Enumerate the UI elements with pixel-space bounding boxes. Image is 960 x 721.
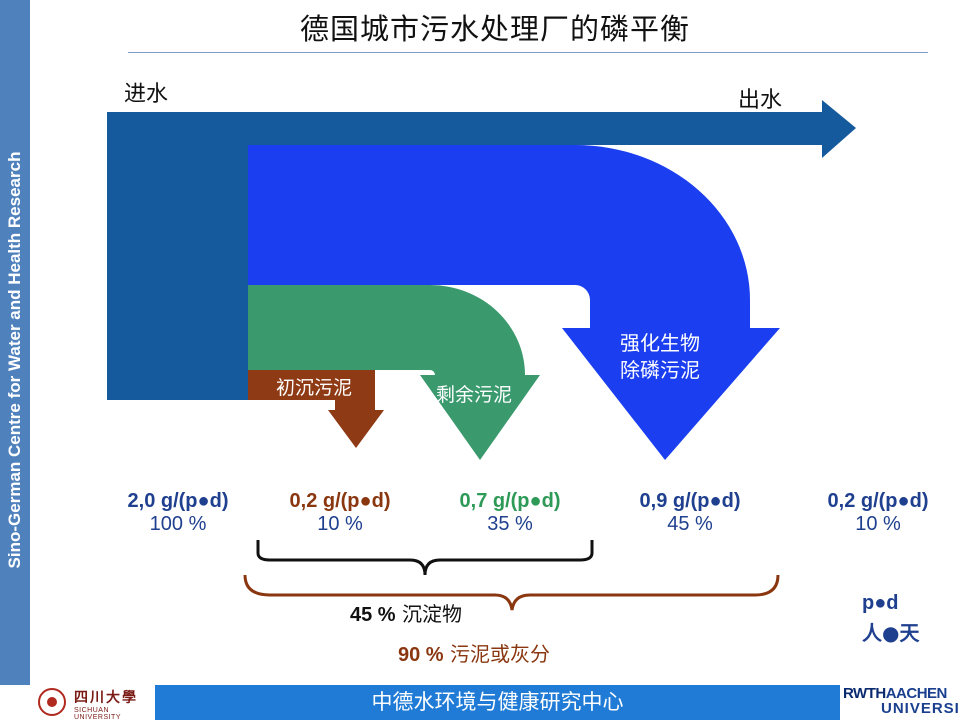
bio-removal-flow [248,145,780,460]
title-divider [128,52,928,53]
excess-sludge-flow [248,285,540,460]
primary-sludge-label: 初沉污泥 [276,377,353,399]
value-inflow: 2,0 g/(p●d) 100 % [88,490,268,536]
sichuan-university-logo: 四川大學 SICHUAN UNIVERSITY [34,686,154,721]
rwth-city: AACHEN [885,685,948,702]
value-outflow: 0,2 g/(p●d) 10 % [788,490,960,536]
percent-value: 45 % [667,513,713,535]
rwth-aachen-logo: RWTHAACHEN UNIVERSITY [843,685,960,720]
load-value: 0,7 g/(p●d) [459,490,561,512]
percent-value: 100 % [149,513,207,535]
bio-removal-label: 强化生物 除磷污泥 [620,330,700,384]
sidebar-band: Sino-German Centre for Water and Health … [0,0,30,685]
bio-removal-label-line1: 强化生物 [620,331,700,355]
unit-legend: p●d 人●天 [862,588,919,648]
page-title: 德国城市污水处理厂的磷平衡 [299,12,690,46]
load-value: 0,2 g/(p●d) [289,490,391,512]
sediment-summary: 45 % 沉淀物 [350,598,462,627]
sediment-label: 沉淀物 [401,602,462,626]
sludge-summary: 90 % 污泥或灰分 [398,638,550,667]
unit-legend-meaning: 人●天 [862,621,920,645]
sludge-percent: 90 % [398,644,444,666]
scu-name-en: SICHUAN UNIVERSITY [74,707,122,721]
inflow-label: 进水 [124,82,169,107]
rwth-university: UNIVERSITY [881,700,960,717]
scu-name-cn: 四川大學 [74,690,138,706]
sediment-bracket [256,540,594,576]
load-value: 0,9 g/(p●d) [639,490,741,512]
footer-bar: 中德水环境与健康研究中心 [155,685,840,720]
value-excess-sludge: 0,7 g/(p●d) 35 % [420,490,600,536]
sediment-percent: 45 % [350,604,396,626]
percent-value: 10 % [317,513,363,535]
percent-value: 10 % [855,513,901,535]
unit-legend-symbol: p●d [862,592,899,614]
primary-sludge-flow [248,370,384,448]
outflow-label: 出水 [738,88,783,113]
bio-removal-label-line2: 除磷污泥 [620,358,700,382]
load-value: 0,2 g/(p●d) [827,490,929,512]
excess-sludge-label: 剩余污泥 [436,384,513,406]
rwth-mark: RWTH [843,685,886,702]
sludge-bracket [243,574,780,611]
sludge-label: 污泥或灰分 [449,642,550,666]
percent-value: 35 % [487,513,533,535]
university-emblem-icon [38,688,66,716]
footer-center-text: 中德水环境与健康研究中心 [371,690,624,714]
value-primary-sludge: 0,2 g/(p●d) 10 % [250,490,430,536]
inflow-outflow-band [107,100,856,400]
load-value: 2,0 g/(p●d) [127,490,229,512]
value-bio-removal: 0,9 g/(p●d) 45 % [600,490,780,536]
